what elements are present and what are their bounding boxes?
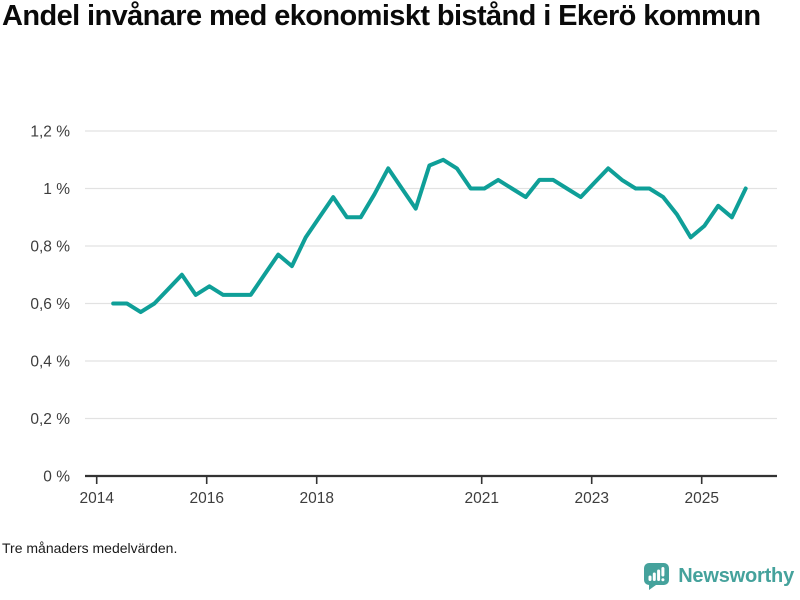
x-tick-label: 2025 [684,490,718,507]
data-line [111,157,748,315]
y-tick-label: 0,8 % [30,239,70,256]
y-tick-label: 0,6 % [30,296,70,313]
y-tick-label: 0 % [43,469,70,486]
y-tick-label: 0,2 % [30,411,70,428]
newsworthy-icon [644,563,670,590]
x-tick-label: 2021 [464,490,498,507]
y-tick-label: 0,4 % [30,354,70,371]
x-tick-label: 2023 [574,490,608,507]
newsworthy-logo: Newsworthy [643,562,794,590]
y-tick-label: 1,2 % [30,124,70,141]
x-tick-label: 2014 [79,490,114,507]
chart-title: Andel invånare med ekonomiskt bistånd i … [2,0,761,32]
y-tick-label: 1 % [43,181,70,198]
x-tick-label: 2016 [189,490,223,507]
x-tick-label: 2018 [299,490,333,507]
brand-name: Newsworthy [678,564,794,587]
chart-note: Tre månaders medelvärden. [2,540,178,556]
